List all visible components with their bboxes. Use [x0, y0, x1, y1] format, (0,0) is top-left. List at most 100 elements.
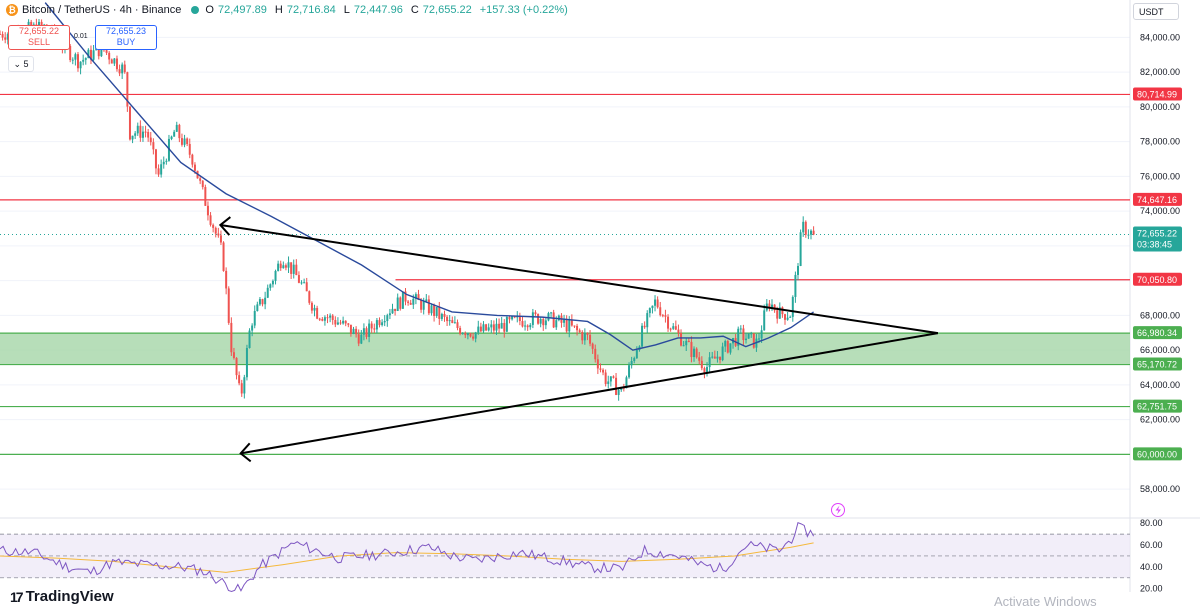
candle [586, 332, 589, 341]
candle-body [326, 317, 329, 319]
currency-selector[interactable]: USDT [1133, 3, 1179, 20]
candle [594, 344, 597, 363]
candle [243, 374, 246, 399]
symbol-title[interactable]: Bitcoin / TetherUS · 4h · Binance [22, 4, 182, 16]
candle-body [370, 323, 373, 329]
candle [763, 304, 766, 331]
candle [552, 309, 555, 329]
candle-body [404, 291, 407, 302]
candle-body [277, 263, 280, 271]
candle-body [537, 314, 540, 324]
candle [89, 45, 92, 65]
candle-body [261, 299, 264, 305]
candle [248, 328, 251, 349]
candle-body [742, 328, 745, 341]
candle [295, 259, 298, 276]
candle [781, 306, 784, 318]
candle [409, 299, 412, 305]
buy-button[interactable]: 72,655.23 BUY [95, 25, 157, 50]
candle-body [794, 274, 797, 297]
candle [477, 320, 480, 335]
candle-body [427, 299, 430, 314]
interval-button[interactable]: ⌄ 5 [8, 56, 34, 72]
rsi-tick-label: 80.00 [1140, 518, 1163, 528]
candle-body [173, 131, 176, 137]
candle [6, 32, 9, 45]
candle [170, 135, 173, 141]
candle-body [555, 320, 558, 328]
candle [136, 122, 139, 136]
candle-body [383, 321, 386, 323]
candle [667, 314, 670, 332]
candle-body [105, 50, 108, 53]
candle [635, 346, 638, 359]
candle [141, 126, 144, 142]
candle-body [586, 333, 589, 335]
candle [685, 337, 688, 352]
candle [370, 321, 373, 334]
candle [672, 323, 675, 330]
candle-body [235, 357, 238, 376]
candle-body [422, 301, 425, 310]
candle [368, 319, 371, 343]
candle-body [498, 323, 501, 329]
candle-body [287, 262, 290, 268]
candle-body [381, 322, 384, 326]
candle-body [633, 358, 636, 362]
candle-body [703, 368, 706, 373]
candle-body [646, 313, 649, 328]
candle [308, 290, 311, 305]
candle [334, 316, 337, 328]
candle [399, 296, 402, 311]
candle [232, 347, 235, 360]
candle-body [89, 49, 92, 60]
price-level-tag-bg [1133, 87, 1182, 101]
candle [490, 320, 493, 333]
candle-body [165, 160, 168, 162]
candle [726, 339, 729, 354]
price-level-tag: 62,751.75 [1133, 399, 1182, 413]
candle [274, 269, 277, 285]
candle [682, 341, 685, 347]
tradingview-logo[interactable]: 17 TradingView [10, 588, 114, 605]
candle-body [511, 316, 514, 320]
candle-body [716, 356, 719, 359]
candle-body [596, 359, 599, 369]
candle-body [609, 376, 612, 382]
candle-body [344, 320, 347, 324]
candle-body [651, 305, 654, 309]
candle-body [152, 142, 155, 150]
candle-body [300, 282, 303, 284]
candle [256, 301, 259, 312]
candle-body [154, 149, 157, 169]
candle-body [92, 50, 95, 60]
alert-bolt-icon[interactable] [831, 503, 845, 517]
candle-body [604, 372, 607, 384]
candle-body [141, 131, 144, 138]
candle-body [615, 377, 618, 395]
candle [105, 49, 108, 56]
candle-body [698, 357, 701, 361]
candle-body [508, 317, 511, 320]
candle [589, 330, 592, 347]
candle [482, 321, 485, 333]
candle-body [810, 230, 813, 235]
arrow-head-icon [239, 442, 252, 463]
ohlc-high-value: 72,716.84 [286, 4, 336, 16]
tradingview-logo-icon: 17 [10, 588, 24, 605]
candle [344, 320, 347, 327]
candle [238, 371, 241, 386]
candle-body [97, 46, 100, 57]
candle [752, 333, 755, 349]
candle [609, 376, 612, 387]
candle [160, 159, 163, 178]
candle [204, 184, 207, 207]
candle-body [791, 296, 794, 317]
candle-body [625, 377, 628, 389]
sell-button[interactable]: 72,655.22 SELL [8, 25, 70, 50]
candle [739, 325, 742, 334]
candle-body [310, 302, 313, 311]
candle-body [677, 329, 680, 334]
candle [791, 295, 794, 322]
